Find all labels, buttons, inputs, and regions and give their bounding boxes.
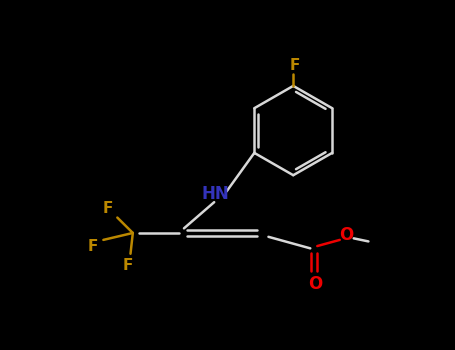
Text: F: F	[87, 239, 98, 254]
Text: O: O	[339, 226, 354, 244]
Text: O: O	[308, 275, 322, 293]
Text: F: F	[103, 201, 113, 216]
Text: HN: HN	[202, 186, 230, 203]
Text: F: F	[123, 258, 133, 273]
Text: F: F	[290, 58, 300, 74]
